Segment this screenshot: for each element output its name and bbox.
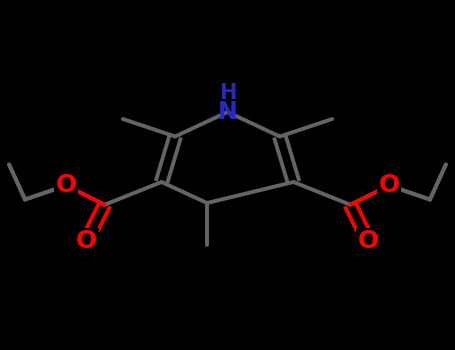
Text: O: O (358, 230, 379, 253)
Text: O: O (56, 174, 76, 197)
Text: O: O (76, 230, 97, 253)
Text: H: H (219, 83, 236, 103)
Text: N: N (217, 100, 238, 124)
Text: O: O (379, 174, 399, 197)
